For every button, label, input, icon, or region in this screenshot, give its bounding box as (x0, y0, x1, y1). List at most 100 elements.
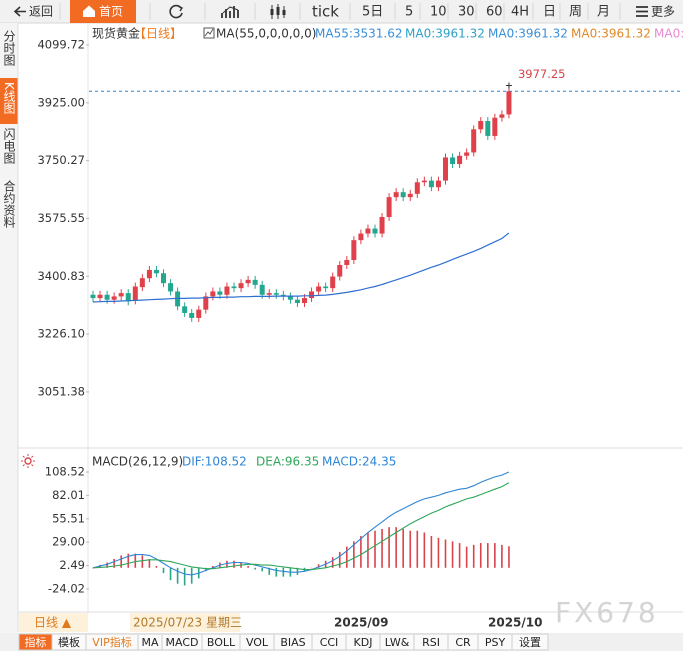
macd-bar (317, 564, 320, 568)
side-tab[interactable]: 合约资料 (2, 179, 16, 228)
tab[interactable]: LW& (385, 636, 410, 649)
candle-body (464, 152, 470, 156)
tab[interactable]: VOL (246, 636, 269, 649)
period-option[interactable]: 60 (486, 5, 503, 20)
candle-body (104, 294, 110, 300)
candle-body (287, 296, 293, 300)
macd-settings-icon[interactable] (24, 457, 32, 465)
candle-body (330, 276, 336, 289)
tab[interactable]: MACD (166, 636, 199, 649)
y-tick-label: 3226.10 (37, 327, 85, 341)
period-option[interactable]: 月 (597, 5, 610, 20)
tab[interactable]: RSI (422, 636, 440, 649)
legend-entry: MA0:3961.32 (488, 27, 568, 41)
period-button-bg[interactable] (19, 613, 88, 632)
tab[interactable]: BIAS (280, 636, 305, 649)
candle-icon[interactable] (270, 7, 286, 15)
macd-bar (353, 541, 355, 568)
candle-body (231, 286, 237, 289)
tab-bg[interactable] (511, 633, 549, 651)
y-tick-label: 3750.27 (37, 153, 85, 167)
candle-body (316, 286, 322, 292)
candle-body (217, 291, 223, 295)
candle-body (499, 114, 505, 118)
macd-bar (487, 543, 489, 568)
tab[interactable]: CR (455, 636, 471, 649)
macd-bar (141, 555, 144, 568)
tab[interactable]: MA (141, 636, 158, 649)
period-option[interactable]: 30 (458, 5, 475, 20)
toolbar (0, 0, 683, 23)
y-tick-label: 3575.55 (37, 211, 85, 225)
tab[interactable]: 指标 (25, 635, 47, 649)
macd-bar (282, 567, 285, 577)
period-option[interactable]: 5日 (362, 5, 383, 20)
tab[interactable]: CCI (320, 636, 339, 649)
macd-bar (388, 527, 390, 568)
x-axis-label: 2025/10 (488, 616, 542, 630)
more-button[interactable]: 更多 (651, 5, 675, 19)
macd-bar (261, 567, 263, 572)
tab[interactable]: VIP指标 (92, 635, 131, 649)
candle-body (294, 299, 300, 304)
period-option[interactable]: 周 (569, 5, 582, 20)
ma-line (92, 232, 510, 303)
macd-bar (409, 530, 412, 568)
side-tab-active (0, 78, 18, 124)
period-option[interactable]: 日 (543, 5, 556, 20)
legend-entry: DEA:96.35 (256, 455, 319, 469)
macd-bar (275, 567, 278, 577)
period-option[interactable]: 10 (430, 5, 447, 20)
macd-bar (331, 557, 334, 568)
candle-body (139, 278, 145, 288)
refresh-icon[interactable] (169, 4, 183, 19)
legend-entry: DIF:108.52 (182, 455, 247, 469)
chart-icon[interactable] (221, 6, 239, 18)
macd-bar (458, 543, 461, 568)
tab[interactable]: 设置 (519, 636, 541, 649)
period-button[interactable]: 日线 ▲ (34, 616, 72, 630)
tab[interactable]: BOLL (207, 636, 236, 649)
candle-body (146, 269, 152, 279)
side-tab[interactable]: 闪电图 (2, 128, 16, 164)
back-button[interactable]: 返回 (29, 5, 53, 19)
tab[interactable]: KDJ (354, 636, 373, 649)
indicator-icon-line (204, 28, 214, 37)
candle-body (450, 157, 456, 165)
macd-bar (162, 567, 165, 574)
cursor-date: 2025/07/23 星期三 (133, 616, 242, 630)
macd-bar (106, 562, 108, 568)
tab[interactable]: 模板 (58, 635, 80, 649)
candle-body (393, 192, 399, 198)
macd-bar (430, 536, 433, 568)
home-button[interactable]: 首页 (99, 5, 123, 19)
side-tab[interactable]: K线图 (2, 82, 16, 114)
candle-body (351, 240, 357, 261)
tick-button[interactable]: tick (312, 3, 339, 21)
candle-body (386, 197, 392, 217)
candle-body (492, 117, 498, 136)
candle-body (196, 309, 202, 318)
macd-bar (508, 546, 510, 568)
macd-bar (226, 560, 228, 568)
y-tick-label: -24.02 (48, 581, 85, 595)
home-button-bg[interactable] (70, 0, 136, 23)
dif-line (92, 471, 510, 576)
candle-body (210, 291, 216, 297)
side-tab[interactable]: 分时图 (2, 30, 16, 66)
macd-bar (176, 567, 179, 584)
candle-body (414, 182, 420, 194)
tab[interactable]: PSY (485, 636, 506, 649)
period-option[interactable]: 5 (405, 5, 413, 20)
candle-body (407, 193, 413, 198)
candle-body (189, 312, 195, 318)
indicator-icon[interactable] (203, 27, 215, 39)
period-option[interactable]: 4H (511, 5, 529, 20)
macd-bar (423, 532, 426, 568)
x-axis-label: 2025/09 (334, 616, 388, 630)
macd-bar (155, 566, 158, 568)
candle-body (471, 129, 477, 153)
candle-body (182, 306, 188, 313)
macd-bar (338, 551, 341, 568)
